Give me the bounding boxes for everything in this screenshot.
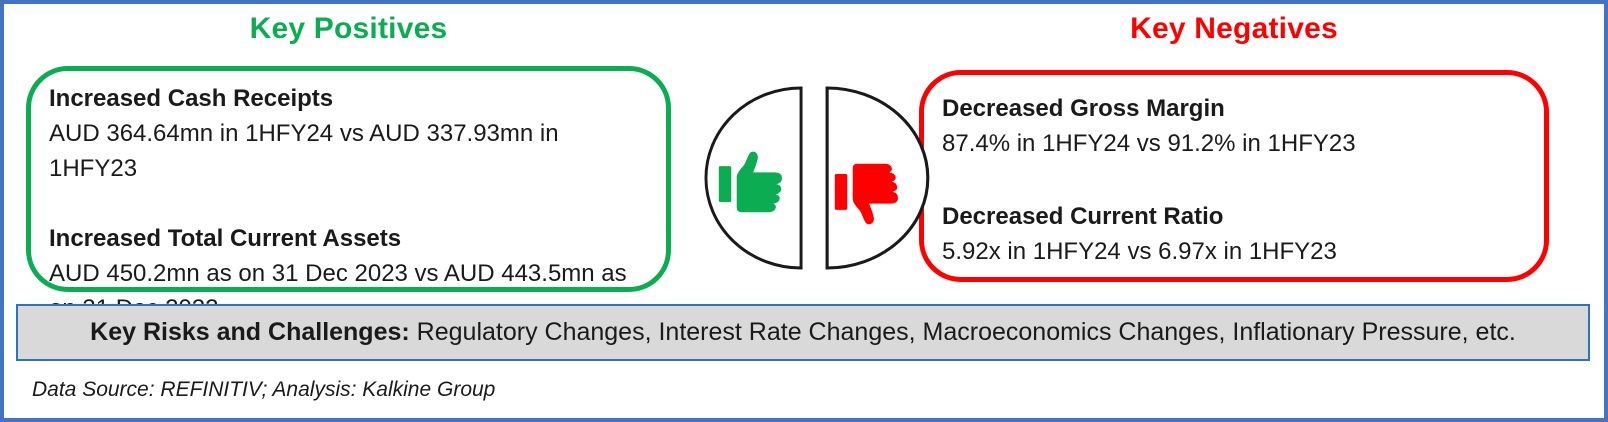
key-risks-bar: Key Risks and Challenges: Regulatory Cha…: [16, 304, 1590, 361]
positive-item-heading: Increased Total Current Assets: [49, 225, 402, 252]
negative-item: Decreased Gross Margin 87.4% in 1HFY24 v…: [942, 91, 1526, 161]
key-negatives-title: Key Negatives: [1130, 12, 1338, 45]
thumbs-graphic: [702, 82, 934, 274]
thumbs-down-icon: [834, 163, 898, 225]
negative-item-detail: 87.4% in 1HFY24 vs 91.2% in 1HFY23: [942, 130, 1356, 157]
risks-label: Key Risks and Challenges:: [90, 318, 410, 346]
positive-item-detail: AUD 364.64mn in 1HFY24 vs AUD 337.93mn i…: [49, 120, 559, 182]
thumbs-up-icon: [718, 151, 782, 213]
negative-item-heading: Decreased Current Ratio: [942, 203, 1224, 230]
positive-item-heading: Increased Cash Receipts: [49, 85, 334, 112]
positive-item: Increased Total Current Assets AUD 450.2…: [49, 221, 648, 326]
positive-item: Increased Cash Receipts AUD 364.64mn in …: [49, 81, 648, 186]
negative-item-detail: 5.92x in 1HFY24 vs 6.97x in 1HFY23: [942, 238, 1337, 265]
data-source-note: Data Source: REFINITIV; Analysis: Kalkin…: [32, 378, 496, 401]
key-positives-box: Increased Cash Receipts AUD 364.64mn in …: [26, 66, 671, 322]
negative-item-heading: Decreased Gross Margin: [942, 95, 1225, 122]
risks-text: Regulatory Changes, Interest Rate Change…: [409, 318, 1516, 346]
key-negatives-box: Decreased Gross Margin 87.4% in 1HFY24 v…: [919, 70, 1549, 282]
negative-item: Decreased Current Ratio 5.92x in 1HFY24 …: [942, 199, 1526, 269]
key-positives-title: Key Positives: [249, 12, 448, 45]
